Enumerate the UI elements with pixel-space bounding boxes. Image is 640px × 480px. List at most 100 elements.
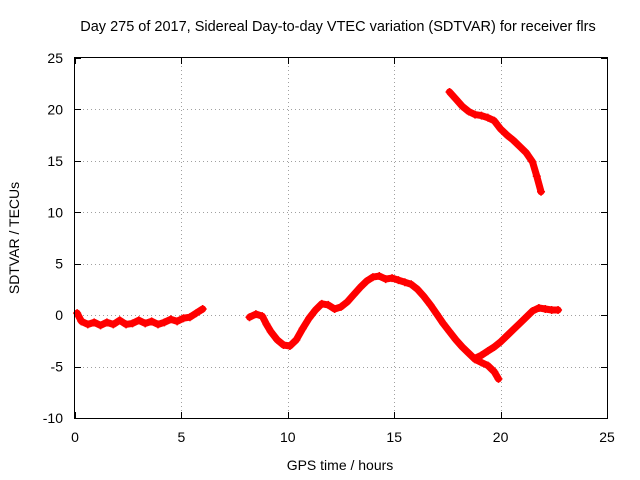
data-point <box>298 324 307 333</box>
data-point <box>185 313 194 322</box>
data-point <box>451 335 460 344</box>
data-point <box>134 316 143 325</box>
chart-title: Day 275 of 2017, Sidereal Day-to-day VTE… <box>80 19 595 35</box>
data-point <box>407 280 416 289</box>
data-point <box>509 325 518 334</box>
data-point <box>532 172 541 181</box>
data-points <box>73 87 563 383</box>
data-point <box>317 299 326 308</box>
x-tick-label: 10 <box>280 429 296 445</box>
data-point <box>356 283 365 292</box>
data-point <box>477 351 486 360</box>
data-point <box>439 319 448 328</box>
data-point <box>279 340 288 349</box>
data-point <box>419 292 428 301</box>
data-point <box>147 317 156 326</box>
data-point <box>115 316 124 325</box>
data-point <box>266 327 275 336</box>
data-point <box>515 142 524 151</box>
data-point <box>262 320 271 329</box>
data-point <box>471 354 480 363</box>
data-point <box>96 321 105 330</box>
data-point <box>128 319 137 328</box>
data-point <box>458 343 467 352</box>
data-point <box>362 277 371 286</box>
data-point <box>192 309 201 318</box>
data-point <box>305 314 314 323</box>
x-tick-label: 0 <box>71 429 79 445</box>
data-point <box>537 187 546 196</box>
data-point <box>368 273 377 282</box>
data-point <box>554 306 563 314</box>
data-point <box>83 320 92 329</box>
y-tick-label: 0 <box>55 307 63 323</box>
data-point <box>496 337 505 346</box>
data-point <box>141 319 150 328</box>
data-point <box>337 302 345 311</box>
data-point <box>160 318 169 327</box>
data-point <box>445 87 454 96</box>
data-point <box>285 342 294 350</box>
data-point <box>464 349 473 358</box>
data-point <box>90 318 99 327</box>
data-point <box>166 315 175 324</box>
data-point <box>490 367 499 376</box>
data-point <box>311 306 320 314</box>
data-point <box>245 313 254 322</box>
data-point <box>477 358 486 367</box>
data-point <box>522 148 531 157</box>
y-tick-label: 15 <box>47 153 63 169</box>
data-point <box>102 318 111 327</box>
data-point <box>388 274 397 283</box>
grid-lines <box>75 58 607 418</box>
data-point <box>413 285 422 294</box>
data-point <box>490 343 499 352</box>
data-point <box>394 276 403 285</box>
data-point <box>464 107 473 116</box>
data-point <box>273 335 282 344</box>
data-point <box>173 317 182 326</box>
axes: 0 5 10 15 20 25 -10 -5 0 5 10 15 20 25 <box>43 50 615 445</box>
data-point <box>541 304 550 313</box>
data-point <box>122 320 131 329</box>
data-point <box>471 110 480 119</box>
data-point <box>400 278 409 287</box>
y-tick-label: -5 <box>51 359 64 375</box>
y-tick-label: 20 <box>47 101 63 117</box>
data-point <box>522 313 531 322</box>
data-point <box>432 310 441 319</box>
data-point <box>77 317 86 326</box>
data-point <box>502 331 511 340</box>
data-point <box>375 272 384 281</box>
data-point <box>324 300 333 309</box>
y-tick-label: 25 <box>47 50 63 66</box>
data-point <box>381 275 390 284</box>
data-point <box>496 124 505 133</box>
data-point <box>153 320 162 329</box>
plot-frame <box>74 57 608 419</box>
x-tick-label: 25 <box>599 429 615 445</box>
data-point <box>109 320 118 329</box>
data-point <box>494 374 503 383</box>
data-point <box>198 304 207 313</box>
x-tick-label: 20 <box>493 429 509 445</box>
data-trace <box>446 88 545 196</box>
data-trace <box>246 272 502 383</box>
data-point <box>483 361 492 370</box>
data-point <box>451 95 460 104</box>
data-point <box>483 113 492 122</box>
x-tick-label: 15 <box>386 429 402 445</box>
y-tick-label: 5 <box>55 256 63 272</box>
data-point <box>534 303 543 312</box>
data-point <box>502 131 511 140</box>
y-axis-label: SDTVAR / TECUs <box>6 182 22 294</box>
data-point <box>349 290 358 299</box>
data-point <box>292 335 301 344</box>
data-point <box>528 307 537 316</box>
y-tick-label: 10 <box>47 204 63 220</box>
data-point <box>477 111 486 120</box>
data-point <box>330 304 339 313</box>
data-point <box>343 297 352 306</box>
